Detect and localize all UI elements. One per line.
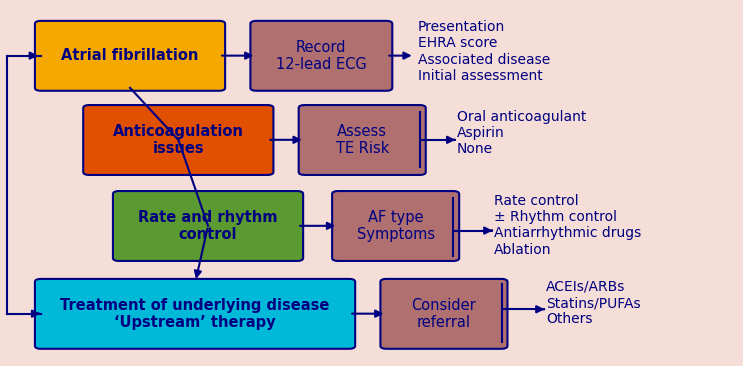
Text: Consider
referral: Consider referral — [412, 298, 476, 330]
Text: Assess
TE Risk: Assess TE Risk — [336, 124, 389, 156]
FancyBboxPatch shape — [250, 21, 392, 91]
FancyBboxPatch shape — [113, 191, 303, 261]
FancyBboxPatch shape — [380, 279, 507, 349]
Text: Rate and rhythm
control: Rate and rhythm control — [138, 210, 278, 242]
Text: Record
12-lead ECG: Record 12-lead ECG — [276, 40, 367, 72]
FancyBboxPatch shape — [83, 105, 273, 175]
Text: Treatment of underlying disease
‘Upstream’ therapy: Treatment of underlying disease ‘Upstrea… — [60, 298, 330, 330]
FancyBboxPatch shape — [35, 21, 225, 91]
FancyBboxPatch shape — [35, 279, 355, 349]
FancyBboxPatch shape — [299, 105, 426, 175]
Text: Anticoagulation
issues: Anticoagulation issues — [113, 124, 244, 156]
Text: Oral anticoagulant
Aspirin
None: Oral anticoagulant Aspirin None — [457, 110, 586, 156]
Text: ACEIs/ARBs
Statins/PUFAs
Others: ACEIs/ARBs Statins/PUFAs Others — [546, 280, 640, 326]
Text: Rate control
± Rhythm control
Antiarrhythmic drugs
Ablation: Rate control ± Rhythm control Antiarrhyt… — [494, 194, 641, 257]
Text: Presentation
EHRA score
Associated disease
Initial assessment: Presentation EHRA score Associated disea… — [418, 20, 550, 83]
Text: Atrial fibrillation: Atrial fibrillation — [62, 48, 198, 63]
FancyBboxPatch shape — [332, 191, 459, 261]
Text: AF type
Symptoms: AF type Symptoms — [357, 210, 435, 242]
